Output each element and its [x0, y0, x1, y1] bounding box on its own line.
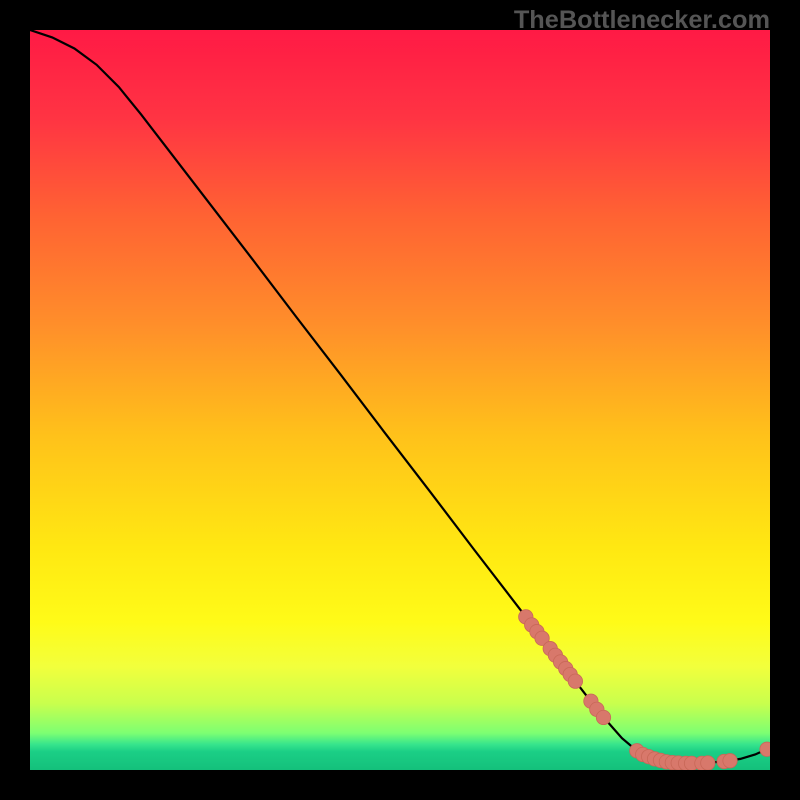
scatter-point [568, 674, 582, 688]
gradient-background [30, 30, 770, 770]
scatter-point [723, 754, 737, 768]
plot-area [30, 30, 770, 770]
scatter-point [701, 756, 715, 770]
chart-svg [30, 30, 770, 770]
scatter-point [760, 742, 770, 756]
scatter-point [596, 710, 610, 724]
chart-container: TheBottlenecker.com [0, 0, 800, 800]
